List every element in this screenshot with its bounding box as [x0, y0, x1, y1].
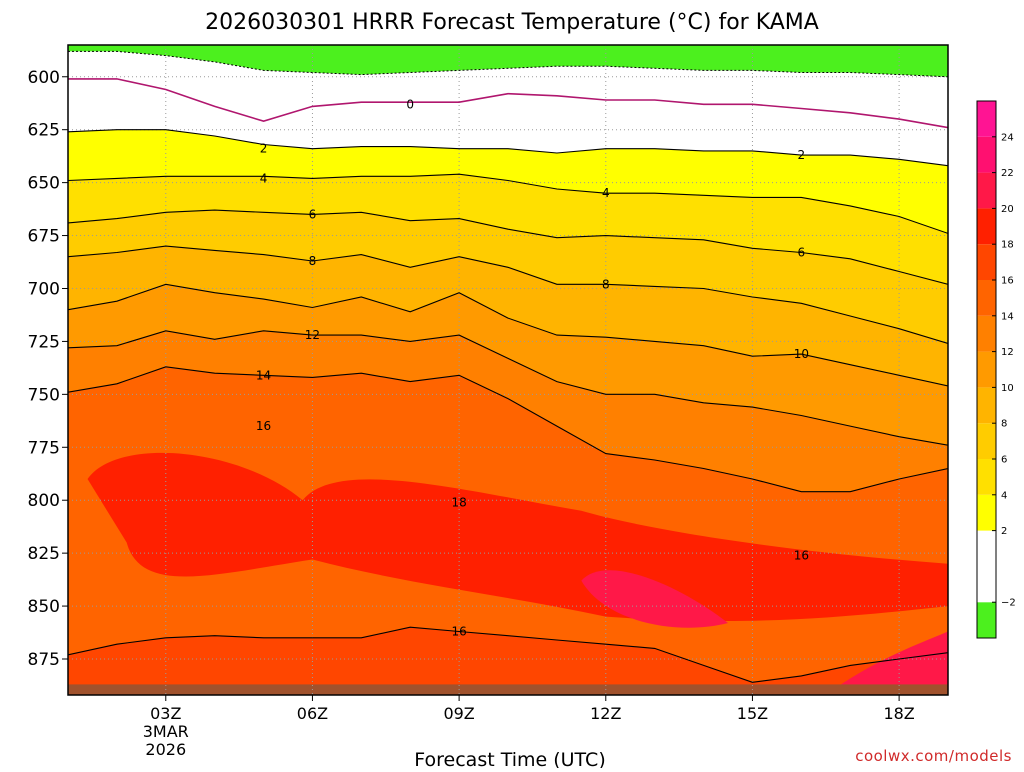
contour-label: 16: [256, 419, 271, 433]
colorbar-bin: [977, 101, 996, 137]
isotherm-12: [68, 330, 948, 446]
colorbar-bin: [977, 280, 996, 316]
y-tick-label: 675: [28, 227, 60, 247]
contour-label: 4: [602, 186, 610, 200]
colorbar-tick-label: 22: [1001, 168, 1014, 179]
band-2: [68, 129, 948, 234]
colorbar-bin: [977, 315, 996, 352]
y-tick-label: 825: [28, 544, 60, 564]
chart-title: 2026030301 HRRR Forecast Temperature (°C…: [205, 10, 819, 35]
x-tick-date: 3MAR: [143, 722, 189, 741]
isotherm-14: [68, 366, 948, 493]
colorbar-bin: [977, 602, 996, 638]
x-tick-label: 15Z: [737, 704, 768, 723]
y-tick-label: 625: [28, 121, 60, 141]
y-tick-label: 725: [28, 332, 60, 352]
gridlines: [68, 45, 948, 695]
y-tick-label: 650: [28, 174, 60, 194]
band-20-surface: [825, 631, 948, 695]
y-axis: 600 625 650 675 700 725 750 775 800 825 850 875: [28, 68, 68, 670]
y-tick-label: 875: [28, 650, 60, 670]
contour-label: 2: [798, 148, 806, 162]
contour-label: 14: [256, 368, 271, 382]
x-tick-label: 06Z: [297, 704, 328, 723]
isotherm-10: [68, 283, 948, 387]
isotherm-4: [68, 173, 948, 234]
isotherm-6: [68, 209, 948, 285]
colorbar-tick-label: 10: [1001, 383, 1014, 394]
colorbar-bin: [977, 244, 996, 280]
band-6: [68, 210, 948, 344]
ground-layer: [68, 684, 948, 695]
isotherm-2: [68, 129, 948, 167]
colorbar-tick-label: 2: [1001, 526, 1007, 537]
colorbar-bin: [977, 423, 996, 459]
x-tick-year: 2026: [145, 740, 186, 759]
colorbar-tick-label: 18: [1001, 240, 1014, 251]
isotherm-freezing-dashed: [68, 50, 948, 78]
contour-label: 6: [798, 245, 806, 259]
isotherm-16: [68, 626, 948, 683]
colorbar-bin: [977, 351, 996, 388]
contour-label: 4: [260, 171, 268, 185]
isotherm-lines: [68, 50, 948, 683]
credit-text: coolwx.com/models: [855, 747, 1012, 765]
band-12: [68, 330, 948, 492]
isotherm-0: [68, 78, 948, 129]
colorbar-tick-label: 16: [1001, 276, 1014, 287]
colorbar-bin: [977, 530, 996, 603]
x-tick-label: 03Z: [150, 704, 181, 723]
band-16: [68, 627, 948, 695]
colorbar-tick-label: 12: [1001, 347, 1014, 358]
y-tick-label: 750: [28, 385, 60, 405]
contour-label: 16: [794, 548, 809, 562]
contour-label: 2: [260, 142, 268, 156]
colorbar-tick-label: 6: [1001, 455, 1007, 466]
band-20-core: [581, 570, 728, 628]
band-0: [68, 78, 948, 166]
band-10: [68, 284, 948, 446]
colorbar-bin: [977, 208, 996, 245]
contour-label: 16: [451, 624, 466, 638]
colorbar-bin: [977, 459, 996, 495]
colorbar-tick-label: 14: [1001, 311, 1014, 322]
y-tick-label: 700: [28, 279, 60, 299]
contour-labels: 0 2 2 4 4 6 6 8 8 12 10 14 16 18 16 16: [256, 97, 809, 638]
x-tick-label: 18Z: [883, 704, 914, 723]
contour-label: 8: [602, 277, 610, 291]
y-tick-label: 850: [28, 597, 60, 617]
contour-label: 6: [309, 207, 317, 221]
contour-label: 10: [794, 347, 809, 361]
y-tick-label: 600: [28, 68, 60, 88]
x-tick-label: 09Z: [443, 704, 474, 723]
contour-label: 8: [309, 254, 317, 268]
colorbar-tick-label: 4: [1001, 490, 1007, 501]
colorbar-tick-label: −2: [1001, 598, 1016, 609]
x-tick-label: 12Z: [590, 704, 621, 723]
colorbar-bin: [977, 494, 996, 531]
isotherm-8: [68, 245, 948, 345]
plot-frame: [67, 44, 949, 696]
colorbar-frame: [976, 100, 997, 639]
colorbar-bin: [977, 387, 996, 424]
y-tick-label: 775: [28, 438, 60, 458]
plot-fill-layers: [68, 45, 948, 695]
colorbar-bin: [977, 172, 996, 209]
colorbar-bin: [977, 136, 996, 173]
y-tick-label: 800: [28, 491, 60, 511]
colorbar-tick-label: 8: [1001, 419, 1007, 430]
contour-label: 0: [406, 97, 414, 111]
band-18-core: [87, 452, 948, 622]
colorbar-tick-label: 24: [1001, 132, 1014, 143]
band-4: [68, 174, 948, 285]
contour-label: 18: [451, 495, 466, 509]
colorbar-tick-label: 20: [1001, 204, 1014, 215]
x-axis-label: Forecast Time (UTC): [414, 749, 605, 768]
contour-label: 12: [305, 328, 320, 342]
plot-area: 0 2 2 4 4 6 6 8 8 12 10 14 16 18 16 16: [67, 44, 949, 696]
